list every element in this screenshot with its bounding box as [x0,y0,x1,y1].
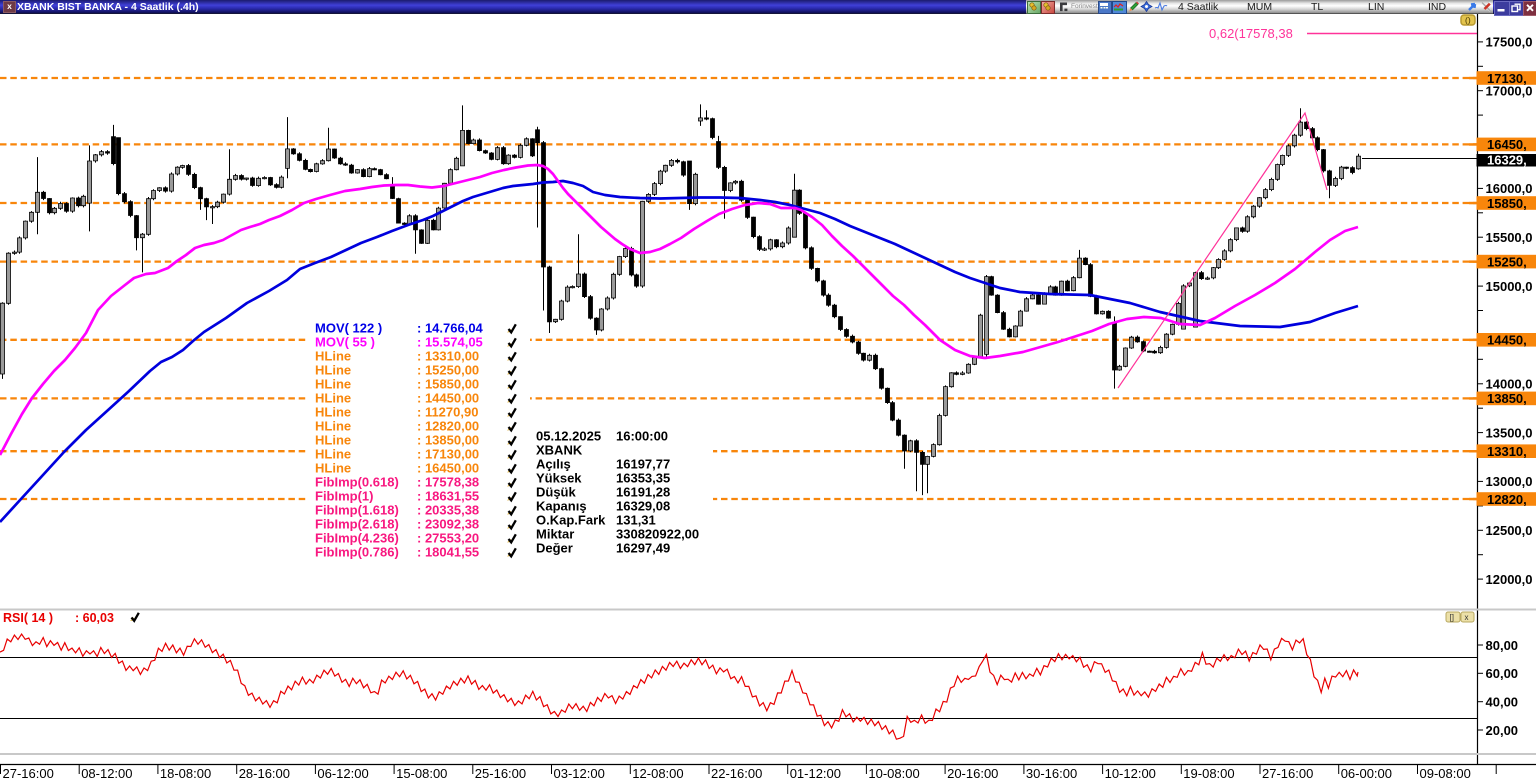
svg-text:HLine: HLine [315,391,351,406]
svg-text:25-16:00: 25-16:00 [475,766,526,781]
svg-text:16329,: 16329, [1487,152,1527,167]
svg-text:: 60,03: : 60,03 [75,611,114,625]
svg-text:MOV( 122 ): MOV( 122 ) [315,321,382,336]
svg-text:40,00: 40,00 [1486,695,1519,710]
svg-text:12000,0: 12000,0 [1486,572,1533,587]
svg-text:28-16:00: 28-16:00 [239,766,290,781]
svg-text:HLine: HLine [315,461,351,476]
svg-text:: 14450,00: : 14450,00 [417,391,479,406]
svg-text:18-08:00: 18-08:00 [160,766,211,781]
svg-text:15850,: 15850, [1487,196,1527,211]
svg-text:10-08:00: 10-08:00 [868,766,919,781]
svg-text:x: x [1465,613,1469,622]
svg-text:16000,0: 16000,0 [1486,181,1533,196]
svg-text:Değer: Değer [536,541,573,556]
svg-text:13850,: 13850, [1487,391,1527,406]
svg-text:131,31: 131,31 [616,513,656,528]
svg-text:: 20335,38: : 20335,38 [417,503,479,518]
svg-text:06-12:00: 06-12:00 [317,766,368,781]
svg-text:12-08:00: 12-08:00 [632,766,683,781]
svg-text:330820922,00: 330820922,00 [616,527,699,542]
svg-text:: 15.574,05: : 15.574,05 [417,335,483,350]
svg-text:20-16:00: 20-16:00 [947,766,998,781]
svg-text:17130,: 17130, [1487,71,1527,86]
svg-text:: 27553,20: : 27553,20 [417,531,479,546]
svg-text:: 13850,00: : 13850,00 [417,433,479,448]
svg-text:HLine: HLine [315,377,351,392]
svg-text:: 12820,00: : 12820,00 [417,419,479,434]
svg-text:06-00:00: 06-00:00 [1341,766,1392,781]
svg-text:: 15850,00: : 15850,00 [417,377,479,392]
svg-text:13000,0: 13000,0 [1486,474,1533,489]
svg-text:HLine: HLine [315,419,351,434]
svg-text:HLine: HLine [315,447,351,462]
svg-text:27-16:00: 27-16:00 [1262,766,1313,781]
svg-text:Miktar: Miktar [536,527,574,542]
svg-text:16353,35: 16353,35 [616,471,670,486]
svg-text:12500,0: 12500,0 [1486,523,1533,538]
svg-text:FibImp(2.618): FibImp(2.618) [315,517,399,532]
svg-text:17000,0: 17000,0 [1486,84,1533,99]
svg-text:FibImp(4.236): FibImp(4.236) [315,531,399,546]
svg-text:Açılış: Açılış [536,457,571,472]
svg-text:14000,0: 14000,0 [1486,377,1533,392]
svg-text:HLine: HLine [315,349,351,364]
svg-text:: 16450,00: : 16450,00 [417,461,479,476]
svg-text:16197,77: 16197,77 [616,457,670,472]
svg-text:03-12:00: 03-12:00 [554,766,605,781]
svg-text:22-16:00: 22-16:00 [711,766,762,781]
svg-text:30-16:00: 30-16:00 [1026,766,1077,781]
svg-text:FibImp(1.618): FibImp(1.618) [315,503,399,518]
svg-text:RSI( 14 ): RSI( 14 ) [3,611,53,625]
svg-text:Düşük: Düşük [536,485,577,500]
svg-text:O.Kap.Fark: O.Kap.Fark [536,513,606,528]
svg-text:: 18041,55: : 18041,55 [417,545,479,560]
svg-text:15-08:00: 15-08:00 [396,766,447,781]
svg-text:08-12:00: 08-12:00 [81,766,132,781]
svg-text:FibImp(0.786): FibImp(0.786) [315,545,399,560]
svg-text:80,00: 80,00 [1486,638,1519,653]
svg-text:[]: [] [1450,613,1454,622]
svg-text:0,62(17578,38: 0,62(17578,38 [1209,26,1293,41]
svg-text:09-08:00: 09-08:00 [1420,766,1471,781]
svg-text:: 23092,38: : 23092,38 [417,517,479,532]
svg-text:15500,0: 15500,0 [1486,230,1533,245]
svg-text:15000,0: 15000,0 [1486,279,1533,294]
svg-text:27-16:00: 27-16:00 [3,766,54,781]
svg-text:15250,: 15250, [1487,254,1527,269]
svg-text:: 13310,00: : 13310,00 [417,349,479,364]
svg-text:17500,0: 17500,0 [1486,35,1533,50]
svg-text:Kapanış: Kapanış [536,499,587,514]
svg-text:19-08:00: 19-08:00 [1183,766,1234,781]
svg-text:16297,49: 16297,49 [616,541,670,556]
svg-text:20,00: 20,00 [1486,723,1519,738]
svg-text:05.12.2025: 05.12.2025 [536,429,601,444]
svg-text:13500,0: 13500,0 [1486,425,1533,440]
svg-text:14450,: 14450, [1487,333,1527,348]
svg-text:12820,: 12820, [1487,492,1527,507]
svg-text:16450,: 16450, [1487,137,1527,152]
svg-text:16:00:00: 16:00:00 [616,429,668,444]
svg-text:16191,28: 16191,28 [616,485,670,500]
svg-text:16329,08: 16329,08 [616,499,670,514]
svg-text:01-12:00: 01-12:00 [790,766,841,781]
svg-text:(): () [1465,15,1471,25]
svg-text:: 15250,00: : 15250,00 [417,363,479,378]
svg-text:FibImp(1): FibImp(1) [315,489,374,504]
svg-text:: 18631,55: : 18631,55 [417,489,479,504]
svg-text:FibImp(0.618): FibImp(0.618) [315,475,399,490]
svg-text:: 17578,38: : 17578,38 [417,475,479,490]
svg-text:: 14.766,04: : 14.766,04 [417,321,484,336]
svg-text:XBANK: XBANK [536,443,583,458]
svg-text:: 11270,90: : 11270,90 [417,405,478,420]
svg-text:60,00: 60,00 [1486,666,1519,681]
svg-text:HLine: HLine [315,405,351,420]
svg-text:: 17130,00: : 17130,00 [417,447,479,462]
svg-text:Yüksek: Yüksek [536,471,582,486]
svg-text:13310,: 13310, [1487,444,1527,459]
svg-text:10-12:00: 10-12:00 [1105,766,1156,781]
svg-text:MOV( 55 ): MOV( 55 ) [315,335,375,350]
svg-text:HLine: HLine [315,363,351,378]
svg-text:HLine: HLine [315,433,351,448]
